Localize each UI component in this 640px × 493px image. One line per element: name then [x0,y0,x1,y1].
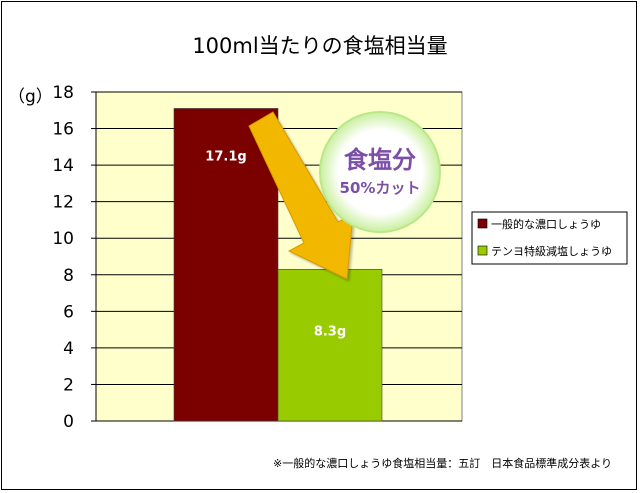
bar-data-label: 17.1g [205,149,246,164]
chart-title: 100ml当たりの食塩相当量 [192,34,448,58]
reduction-arrow [248,111,354,280]
badge-main-text: 食塩分 [344,146,416,174]
y-tick-label: 18 [52,83,74,103]
y-tick-label: 4 [63,339,74,359]
y-tick-label: 14 [52,156,74,176]
legend-swatch [477,218,488,229]
y-tick-label: 8 [63,266,74,286]
legend-label: 一般的な濃口しょうゆ [491,217,601,231]
y-axis-unit: （g） [8,87,53,107]
footnote: ※一般的な濃口しょうゆ食塩相当量：五訂 日本食品標準成分表より [273,457,612,470]
y-tick-label: 10 [52,229,74,249]
bar-data-label: 8.3g [314,324,346,339]
y-tick-label: 16 [52,120,74,140]
y-tick-label: 0 [63,412,74,432]
y-tick-label: 2 [63,375,74,395]
badge-sub-text: 50%カット [340,179,421,197]
legend-label: テンヨ特級減塩しょうゆ [491,244,612,258]
legend-box [471,211,628,265]
bar [173,108,279,422]
y-tick-label: 12 [52,193,74,213]
bar [277,268,383,422]
legend-swatch [477,245,488,256]
y-tick-label: 6 [63,302,74,322]
badge-circle [319,111,441,233]
